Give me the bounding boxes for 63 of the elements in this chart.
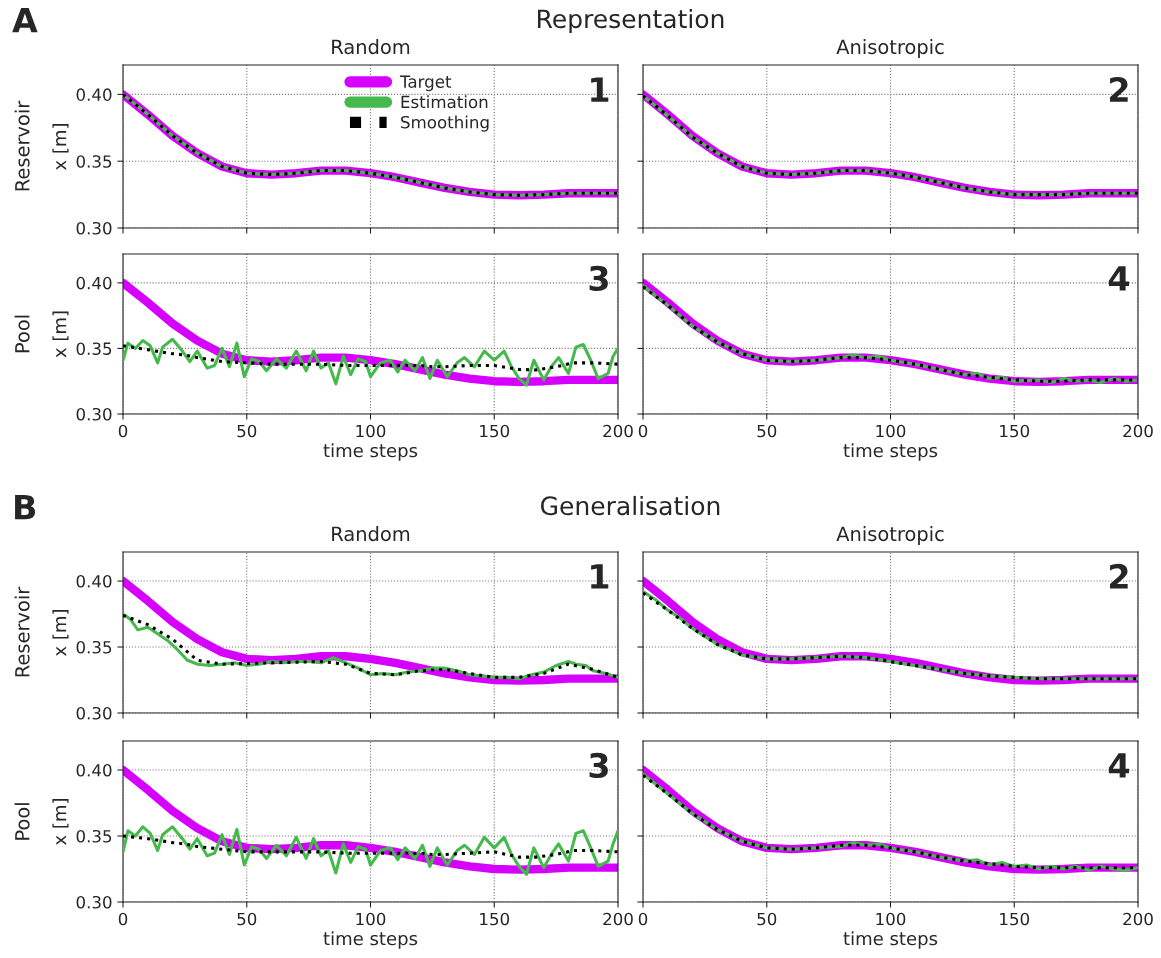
y-tick-label: 0.40 bbox=[76, 575, 112, 588]
annotation: 2 bbox=[1110, 77, 1128, 102]
x-tick-label: 50 bbox=[237, 912, 257, 926]
annotation: 4 bbox=[1108, 753, 1130, 778]
annotation: 1 bbox=[591, 77, 609, 102]
x-tick-label: 150 bbox=[480, 912, 510, 926]
text: Reservoir bbox=[14, 100, 30, 191]
y-tick-label: 0.40 bbox=[76, 88, 112, 101]
x-axis-title: time steps bbox=[323, 931, 418, 949]
annotation: 2 bbox=[1110, 563, 1128, 589]
x-tick-label: 100 bbox=[876, 912, 906, 926]
x-tick-label: 50 bbox=[237, 424, 257, 438]
x-tick-label: 100 bbox=[876, 424, 906, 438]
text: Representation bbox=[538, 8, 724, 34]
x-tick-label: 100 bbox=[356, 424, 386, 438]
y-axis-title: x [m] bbox=[52, 311, 69, 358]
x-tick-label: 200 bbox=[603, 424, 633, 438]
x-tick-label: 0 bbox=[118, 424, 128, 438]
chart-title: Random bbox=[332, 526, 410, 542]
annotation: 3 bbox=[589, 752, 608, 779]
x-tick-label: 50 bbox=[757, 912, 777, 926]
y-tick-label: 0.35 bbox=[76, 155, 112, 168]
x-tick-label: 150 bbox=[1000, 424, 1030, 438]
y-tick-label: 0.40 bbox=[76, 276, 112, 290]
x-tick-label: 200 bbox=[603, 912, 633, 926]
y-axis-title: x [m] bbox=[52, 124, 69, 171]
chart-title: Anisotropic bbox=[836, 39, 944, 58]
y-tick-label: 0.30 bbox=[76, 221, 112, 235]
text: A bbox=[12, 7, 38, 33]
x-tick-label: 200 bbox=[1123, 424, 1153, 438]
x-tick-label: 100 bbox=[356, 912, 386, 926]
y-tick-label: 0.30 bbox=[76, 895, 112, 909]
text: Generalisation bbox=[541, 495, 720, 516]
y-tick-label: 0.40 bbox=[76, 763, 112, 777]
y-tick-label: 0.35 bbox=[76, 640, 112, 654]
x-tick-label: 0 bbox=[118, 912, 128, 926]
y-tick-label: 0.30 bbox=[76, 706, 112, 720]
chart-title: Random bbox=[332, 39, 410, 55]
legend-label: Estimation bbox=[401, 95, 488, 109]
x-tick-label: 0 bbox=[638, 912, 648, 926]
y-axis-title: x [m] bbox=[52, 610, 69, 657]
y-tick-label: 0.35 bbox=[76, 342, 112, 355]
text: B bbox=[15, 494, 36, 520]
x-axis-title: time steps bbox=[323, 443, 418, 461]
x-tick-label: 200 bbox=[1123, 912, 1153, 926]
x-tick-label: 50 bbox=[757, 424, 777, 438]
text: Pool bbox=[14, 803, 30, 840]
chart-title: Anisotropic bbox=[836, 526, 944, 545]
annotation: 4 bbox=[1108, 266, 1130, 291]
x-tick-label: 150 bbox=[480, 424, 510, 438]
legend-label: Smoothing bbox=[401, 115, 489, 132]
legend-label: Target bbox=[399, 75, 452, 92]
text: Pool bbox=[14, 315, 30, 353]
x-tick-label: 150 bbox=[1000, 912, 1030, 926]
y-tick-label: 0.30 bbox=[76, 407, 112, 421]
annotation: 1 bbox=[591, 564, 609, 589]
annotation: 3 bbox=[589, 265, 608, 291]
y-tick-label: 0.35 bbox=[76, 829, 112, 843]
text: Reservoir bbox=[14, 586, 30, 677]
x-tick-label: 0 bbox=[638, 424, 648, 438]
x-axis-title: time steps bbox=[843, 443, 938, 461]
y-axis-title: x [m] bbox=[52, 799, 69, 846]
x-axis-title: time steps bbox=[843, 931, 938, 949]
